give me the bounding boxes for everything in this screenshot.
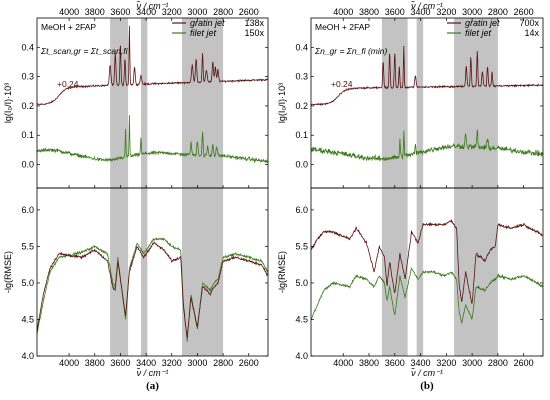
y-tick-label-bottom: 4.0 [21,351,34,361]
offset-label: +0.24 [331,79,353,89]
x-tick-label-bottom: 3400 [136,358,156,368]
shaded-region-3 [454,18,498,356]
y-axis-title-bottom: -lg(RMSE) [3,251,13,293]
x-tick-label-top: 2600 [514,7,534,17]
series-line-rmse-gratin [36,241,269,339]
y-axis-title-top: lg(I₀/I)·10³ [277,83,287,123]
x-tick-label-bottom: 3600 [110,358,130,368]
x-tick-label-bottom: 3800 [359,358,379,368]
x-axis-title-bottom: ν̃ / cm⁻¹ [411,367,443,378]
y-tick-label-top: 0.4 [295,42,308,52]
x-tick-label-bottom: 2600 [239,358,259,368]
x-tick-label-bottom: 3600 [385,358,405,368]
x-tick-label-bottom: 3200 [162,358,182,368]
series-line-rmse-gratin [310,219,544,304]
panel-label: (b) [420,380,434,392]
x-axis-title-top: ν̃ / cm⁻¹ [136,0,168,11]
y-tick-label-bottom: 4.5 [295,314,308,324]
series-line-rmse-filet [36,236,269,342]
y-tick-label-bottom: 5.0 [295,278,308,288]
shaded-region-2 [140,18,148,356]
x-tick-label-bottom: 4000 [333,358,353,368]
series-line-rmse-filet [310,266,544,324]
x-axis-title-bottom: ν̃ / cm⁻¹ [136,367,168,378]
y-tick-label-bottom: 4.0 [295,351,308,361]
legend-label-0: gratin jet [465,18,500,28]
top-plot-frame [36,17,269,189]
x-tick-label-top: 3800 [359,7,379,17]
y-tick-label-top: 0.2 [295,101,308,111]
y-axis-title-top: lg(I₀/I)·10³ [3,83,13,123]
x-tick-label-top: 3400 [411,7,431,17]
x-tick-label-bottom: 3800 [85,358,105,368]
x-tick-label-top: 3000 [187,7,207,17]
condition-annotation: Σn_gr = Σn_fi (min) [314,46,387,56]
x-tick-label-bottom: 3000 [462,358,482,368]
top-plot-frame [310,17,544,189]
legend-label-1: filet jet [465,28,492,38]
sample-annotation: MeOH + 2FAP [41,22,96,32]
y-tick-label-bottom: 5.0 [21,278,34,288]
panel-a: 4000 4000 3800 3800 3600 3600 3400 3400 3200 3200… [3,0,269,392]
legend-factor-1: 150x [244,28,264,38]
x-tick-label-top: 3000 [462,7,482,17]
condition-annotation: Σt_scan,gr = Σt_scan,fi [40,46,129,56]
x-tick-label-top: 2800 [488,7,508,17]
y-tick-label-top: 0.3 [295,72,308,82]
legend-factor-0: 700x [519,18,539,28]
legend-label-1: filet jet [190,28,217,38]
y-tick-label-bottom: 5.5 [295,241,308,251]
y-axis-title-bottom: -lg(RMSE) [277,251,287,293]
legend-label-0: gratin jet [190,18,225,28]
x-tick-label-top: 2800 [213,7,233,17]
x-tick-label-top: 3800 [85,7,105,17]
legend-factor-0: 138x [244,18,264,28]
y-tick-label-top: 0.0 [21,160,34,170]
y-tick-label-bottom: 5.5 [21,241,34,251]
y-tick-label-bottom: 4.5 [21,314,34,324]
x-tick-label-bottom: 3000 [187,358,207,368]
series-line-top-gratin [36,25,269,106]
x-tick-label-bottom: 3400 [411,358,431,368]
shaded-region-3 [182,18,224,356]
x-tick-label-top: 4000 [59,7,79,17]
panel-label: (a) [146,380,159,392]
x-tick-label-top: 3400 [136,7,156,17]
x-tick-label-top: 3200 [436,7,456,17]
x-tick-label-top: 3600 [385,7,405,17]
y-tick-label-bottom: 6.0 [21,205,34,215]
x-tick-label-top: 4000 [333,7,353,17]
x-tick-label-bottom: 3200 [436,358,456,368]
x-tick-label-bottom: 2800 [488,358,508,368]
offset-label: +0.24 [57,79,79,89]
x-axis-title-top: ν̃ / cm⁻¹ [411,0,443,11]
shaded-region-2 [416,18,424,356]
x-tick-label-top: 3600 [110,7,130,17]
panel-b: 4000 4000 3800 3800 3600 3600 3400 3400 3200 3200… [277,0,544,392]
y-tick-label-bottom: 6.0 [295,205,308,215]
x-tick-label-bottom: 2600 [514,358,534,368]
legend-factor-1: 14x [524,28,539,38]
y-tick-label-top: 0.0 [295,160,308,170]
bottom-plot-frame [36,187,269,357]
y-tick-label-top: 0.1 [21,130,34,140]
shaded-region-1 [110,18,129,356]
series-line-top-filet [310,129,544,162]
y-tick-label-top: 0.3 [21,72,34,82]
x-tick-label-bottom: 4000 [59,358,79,368]
y-tick-label-top: 0.4 [21,42,34,52]
bottom-plot-frame [310,187,544,357]
series-line-top-gratin [310,45,544,107]
series-line-top-filet [36,115,269,164]
y-tick-label-top: 0.1 [295,130,308,140]
x-tick-label-top: 3200 [162,7,182,17]
sample-annotation: MeOH + 2FAP [315,22,370,32]
x-tick-label-bottom: 2800 [213,358,233,368]
y-tick-label-top: 0.2 [21,101,34,111]
x-tick-label-top: 2600 [239,7,259,17]
